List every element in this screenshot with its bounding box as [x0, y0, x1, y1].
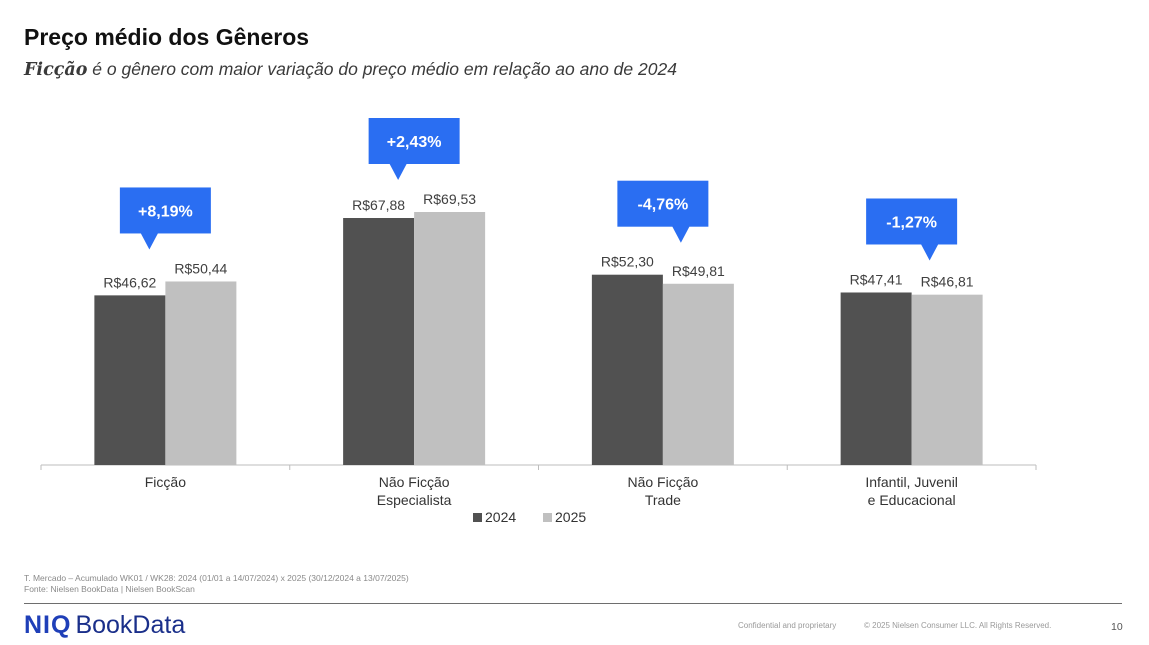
category-label: Especialista [377, 492, 452, 508]
bar-2024 [343, 218, 415, 465]
footnote-source: Fonte: Nielsen BookData | Nielsen BookSc… [24, 584, 195, 594]
legend-label-2025: 2025 [555, 509, 586, 525]
category-label: Não Ficção [627, 474, 698, 490]
callout-pointer [140, 232, 159, 250]
variation-label: +2,43% [387, 134, 442, 151]
callout-box [866, 198, 958, 245]
variation-label: +8,19% [138, 203, 193, 220]
data-label-2025: R$46,81 [921, 274, 974, 290]
callout-box [368, 118, 460, 164]
data-label-2024: R$67,88 [352, 197, 405, 213]
confidential-note: Confidential and proprietary [738, 621, 837, 630]
variation-label: -4,76% [638, 197, 689, 214]
subtitle-emphasis: Ficção [24, 60, 88, 80]
data-label-2024: R$47,41 [850, 271, 903, 287]
data-label-2024: R$46,62 [103, 274, 156, 290]
category-label: Não Ficção [379, 474, 450, 490]
bar-chart: R$46,62 R$50,44 Ficção +8,19% R$67,88 R$69,53… [40, 118, 1037, 525]
bar-2024 [94, 295, 166, 465]
callout-box [617, 180, 709, 227]
copyright-note: © 2025 Nielsen Consumer LLC. All Rights … [864, 621, 1052, 630]
footnote-period: T. Mercado – Acumulado WK01 / WK28: 2024… [24, 573, 409, 583]
page-subtitle: Ficção é o gênero com maior variação do … [24, 59, 677, 80]
legend-label-2024: 2024 [485, 509, 516, 525]
category-label: e Educacional [868, 492, 956, 508]
callout-pointer [389, 163, 408, 180]
bar-2024 [591, 274, 663, 465]
legend-swatch-2025 [543, 513, 552, 522]
footer-divider [24, 603, 1122, 604]
data-label-2025: R$50,44 [174, 260, 227, 276]
page-number: 10 [1111, 621, 1123, 633]
bar-2025 [662, 283, 734, 465]
bar-2024 [840, 292, 912, 465]
logo-niq: NIQ [24, 611, 72, 639]
logo-bookdata: BookData [75, 611, 186, 639]
data-label-2025: R$69,53 [423, 191, 476, 207]
data-label-2024: R$52,30 [601, 254, 654, 270]
category-label: Infantil, Juvenil [865, 474, 958, 490]
bar-2025 [911, 294, 983, 465]
bar-2025 [165, 281, 237, 465]
variation-callout: +2,43% [368, 118, 460, 180]
category-label: Trade [645, 492, 681, 508]
niq-bookdata-logo: NIQ BookData [24, 611, 185, 640]
data-label-2025: R$49,81 [672, 263, 725, 279]
callout-box [119, 187, 211, 234]
legend-swatch-2024 [473, 513, 482, 522]
variation-label: -1,27% [886, 214, 937, 231]
variation-callout: +8,19% [119, 187, 211, 250]
variation-callout: -1,27% [866, 198, 958, 261]
callout-pointer [920, 243, 939, 261]
page-title: Preço médio dos Gêneros [24, 24, 310, 50]
variation-callout: -4,76% [617, 180, 709, 243]
subtitle-text: é o gênero com maior variação do preço m… [87, 59, 677, 79]
callout-pointer [671, 225, 690, 243]
category-label: Ficção [145, 474, 186, 490]
bar-2025 [414, 212, 486, 465]
